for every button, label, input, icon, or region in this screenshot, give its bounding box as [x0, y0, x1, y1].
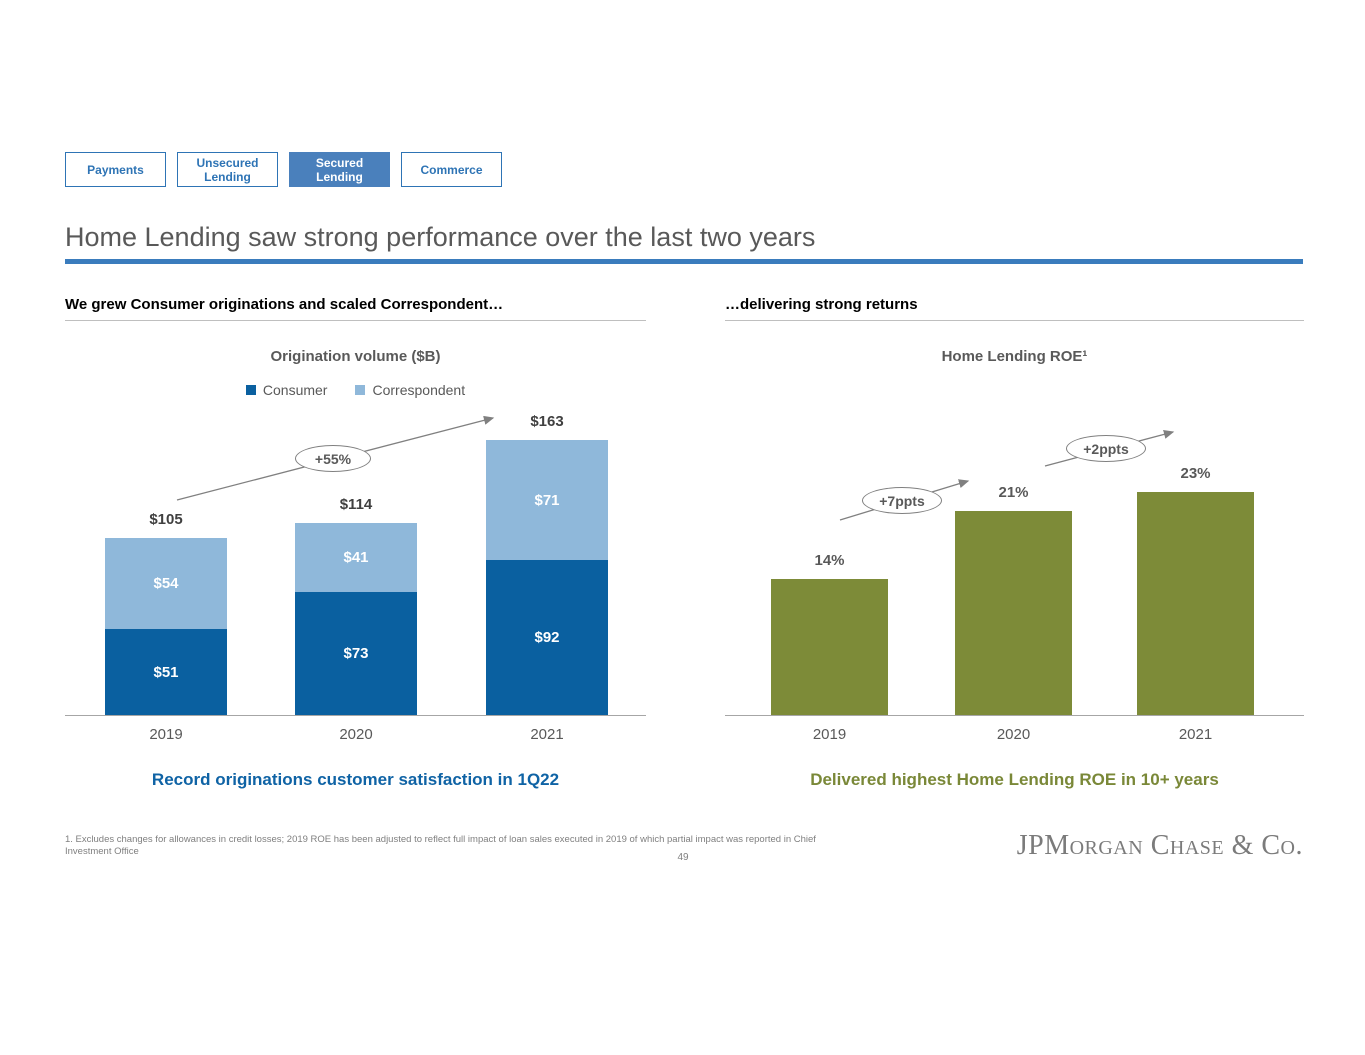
roe-value-label-2019: 14%: [814, 552, 845, 569]
growth-annotation: +55%: [295, 445, 371, 472]
left-chart-caption: Record originations customer satisfactio…: [151, 770, 560, 789]
x-tick-2019: 2019: [149, 726, 183, 743]
page-title: Home Lending saw strong performance over…: [65, 222, 816, 252]
correspondent-bar-segment-2020: $41: [295, 523, 417, 592]
right-section-header: …delivering strong returns: [725, 296, 1304, 321]
consumer-bar-segment-2019: $51: [105, 629, 227, 715]
tab-unsecured-lending[interactable]: Unsecured Lending: [177, 152, 278, 187]
title-underline: [65, 259, 1303, 264]
roe-bar-2020: [955, 511, 1072, 715]
correspondent-bar-segment-2021: $71: [486, 440, 608, 560]
roe-chart-title: Home Lending ROE¹: [941, 348, 1088, 365]
x-tick-2020: 2020: [339, 726, 373, 743]
x-axis-left: [65, 715, 646, 716]
consumer-legend-swatch: [245, 385, 256, 395]
roe-bar-2021: [1137, 492, 1254, 715]
chart-legend: Consumer Correspondent: [65, 382, 646, 398]
consumer-bar-segment-2020: $73: [295, 592, 417, 715]
footnote: 1. Excludes changes for allowances in cr…: [65, 834, 816, 857]
x-tick-2021: 2021: [530, 726, 564, 743]
roe-bar-2019: [771, 579, 888, 715]
jpmorgan-logo: JPMorgan Chase & Co.: [1016, 830, 1303, 861]
tab-commerce[interactable]: Commerce: [401, 152, 502, 187]
roe-chart-plot: 14% 2019 21% 2020 23% 2021: [725, 338, 1304, 750]
consumer-bar-segment-2021: $92: [486, 560, 608, 715]
total-label-2020: $114: [339, 496, 373, 513]
total-label-2021: $163: [530, 413, 564, 430]
roe-annotation-2: +2ppts: [1066, 435, 1146, 462]
correspondent-legend-swatch: [355, 385, 366, 395]
roe-x-tick-2021: 2021: [1178, 726, 1213, 743]
left-section-header: We grew Consumer originations and scaled…: [65, 296, 646, 321]
right-chart-caption: Delivered highest Home Lending ROE in 10…: [810, 770, 1219, 789]
legend-item-consumer: Consumer: [245, 382, 328, 398]
roe-x-tick-2020: 2020: [996, 726, 1031, 743]
roe-value-label-2020: 21%: [998, 484, 1029, 501]
legend-item-correspondent: Correspondent: [355, 382, 465, 398]
roe-annotation-1: +7ppts: [862, 487, 942, 514]
origination-chart-title: Origination volume ($B): [270, 348, 441, 365]
page-number: 49: [677, 852, 689, 863]
roe-x-tick-2019: 2019: [812, 726, 847, 743]
tab-payments[interactable]: Payments: [65, 152, 166, 187]
origination-volume-chart: Origination volume ($B) Consumer Corresp…: [65, 338, 646, 750]
consumer-legend-label: Consumer: [262, 382, 328, 398]
total-label-2019: $105: [149, 511, 183, 528]
x-axis-right: [725, 715, 1304, 716]
correspondent-legend-label: Correspondent: [372, 382, 466, 398]
roe-chart: Home Lending ROE¹ 14% 2019 21% 2020 23% 2021 …: [725, 338, 1304, 750]
roe-value-label-2021: 23%: [1180, 465, 1211, 482]
tab-bar: Payments Unsecured Lending Secured Lendi…: [65, 152, 502, 187]
tab-secured-lending[interactable]: Secured Lending: [289, 152, 390, 187]
correspondent-bar-segment-2019: $54: [105, 538, 227, 629]
origination-chart-plot: $51 $54 $105 2019 $73 $41 $114 2020 $92 $71 $163 20…: [65, 338, 646, 750]
